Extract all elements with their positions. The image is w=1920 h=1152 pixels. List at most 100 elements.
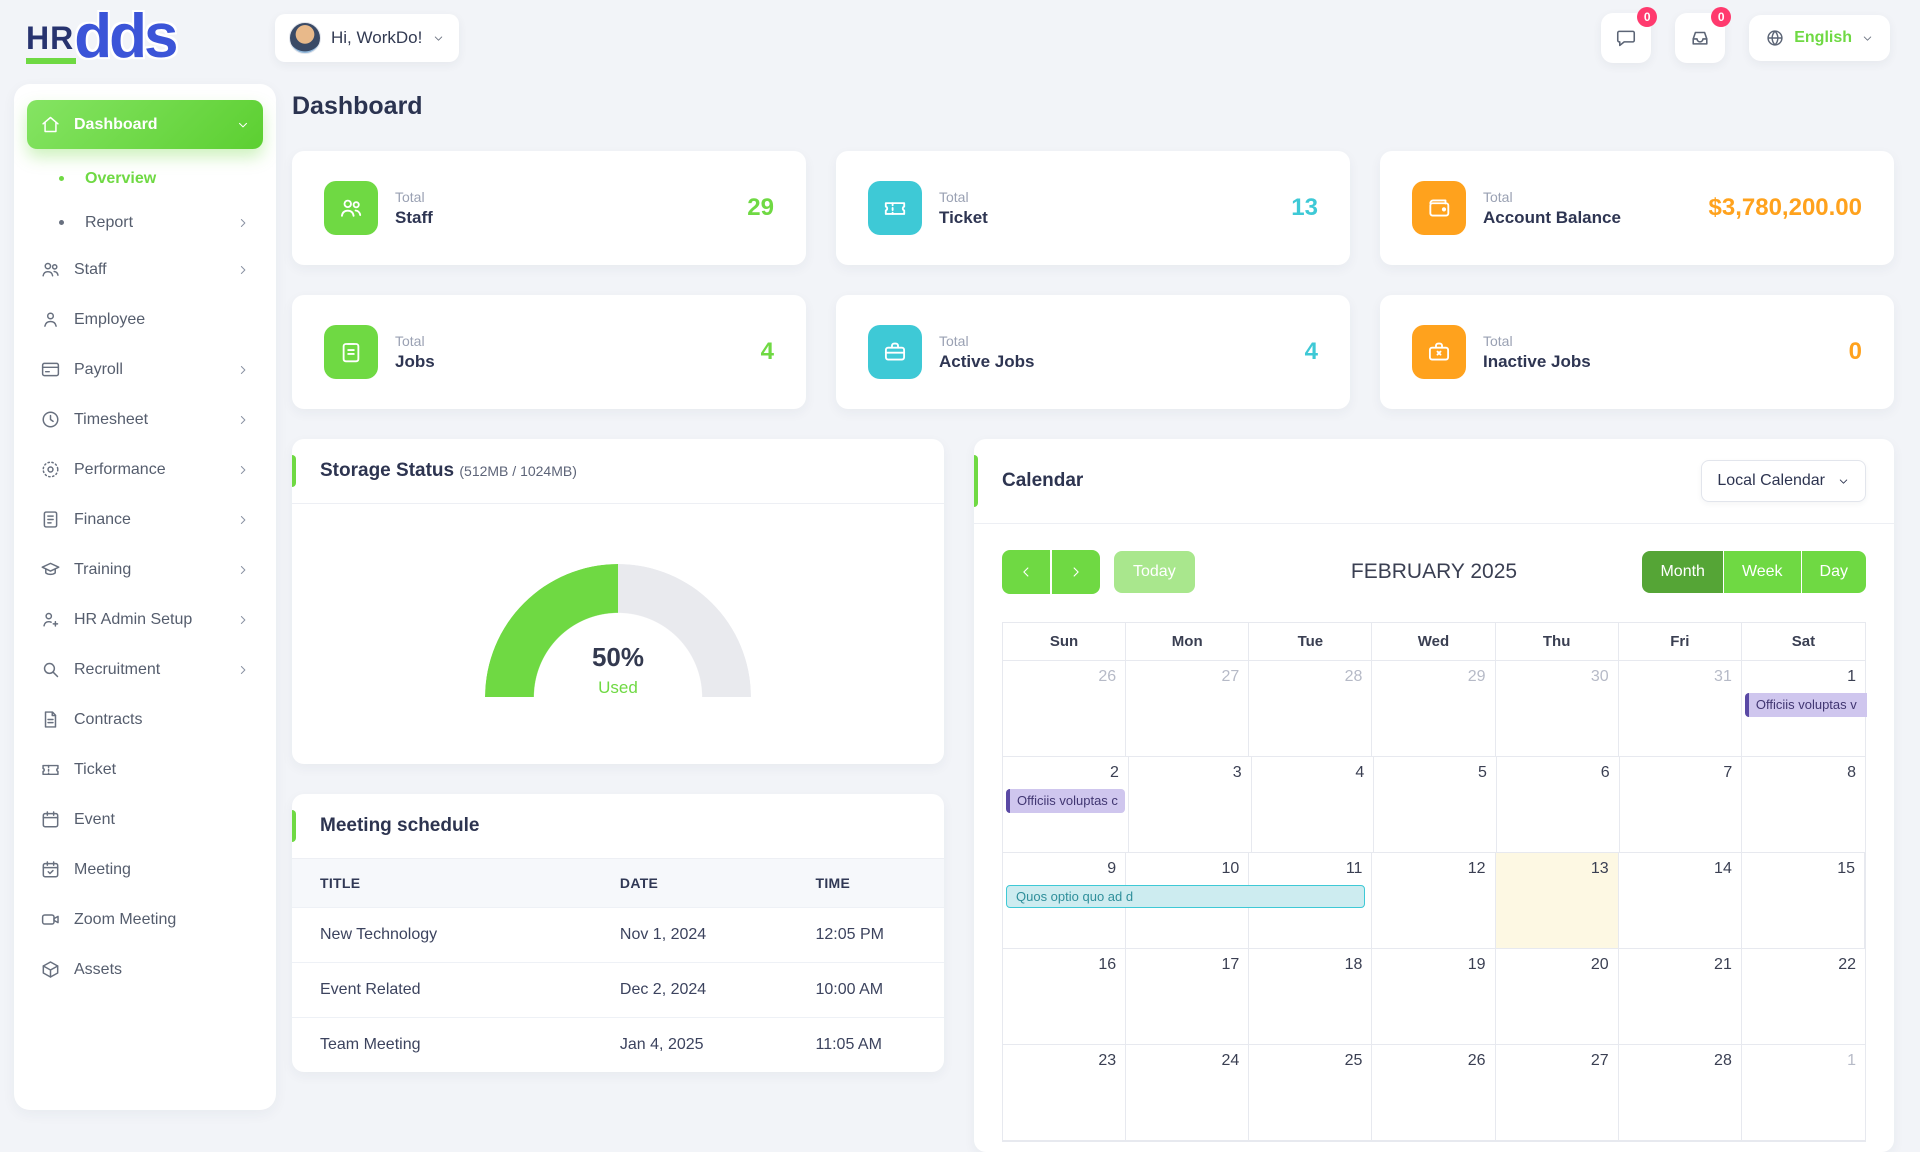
stat-prefix: Total [395, 333, 435, 349]
app-logo[interactable]: HR dds [26, 10, 251, 66]
calendar-day-cell[interactable]: 28 [1619, 1045, 1742, 1141]
calendar-day-cell[interactable]: 19 [1372, 949, 1495, 1045]
stat-value: 4 [1305, 338, 1318, 366]
calendar-view-day[interactable]: Day [1802, 551, 1866, 593]
calendar-day-cell[interactable]: 28 [1249, 661, 1372, 757]
calendar-day-cell[interactable]: 4 [1252, 757, 1375, 853]
calendar-event[interactable]: Quos optio quo ad d [1006, 885, 1365, 908]
sidebar-item-staff[interactable]: Staff [27, 245, 263, 294]
calendar-day-cell[interactable]: 6 [1497, 757, 1620, 853]
calendar-day-cell[interactable]: 12 [1372, 853, 1495, 949]
calendar-day-cell[interactable]: 22 [1742, 949, 1865, 1045]
calendar-view-week[interactable]: Week [1724, 551, 1801, 593]
sidebar-item-zoom-meeting[interactable]: Zoom Meeting [27, 895, 263, 944]
stat-value: $3,780,200.00 [1709, 194, 1862, 222]
sidebar-item-event[interactable]: Event [27, 795, 263, 844]
sidebar-item-contracts[interactable]: Contracts [27, 695, 263, 744]
calendar-prev-button[interactable] [1002, 550, 1050, 594]
meeting-schedule-title: Meeting schedule [320, 815, 479, 837]
calendar-day-cell[interactable]: 17 [1126, 949, 1249, 1045]
calendar-day-cell[interactable]: 20 [1496, 949, 1619, 1045]
calendar-date-number: 31 [1714, 668, 1732, 686]
calendar-day-cell[interactable]: 18 [1249, 949, 1372, 1045]
sidebar-item-label: Meeting [74, 861, 131, 879]
sidebar-item-employee[interactable]: Employee [27, 295, 263, 344]
sidebar-item-dashboard[interactable]: Dashboard [27, 100, 263, 149]
calendar-day-cell[interactable]: 8 [1742, 757, 1865, 853]
calendar-date-number: 9 [1107, 860, 1116, 878]
calendar-date-number: 18 [1345, 956, 1363, 974]
user-menu[interactable]: Hi, WorkDo! [275, 14, 459, 62]
calendar-day-cell[interactable]: 15 [1742, 853, 1865, 949]
calendar-date-number: 15 [1837, 860, 1855, 878]
sidebar-item-ticket[interactable]: Ticket [27, 745, 263, 794]
calendar-event[interactable]: Officiis voluptas c [1006, 789, 1125, 813]
sidebar-item-assets[interactable]: Assets [27, 945, 263, 994]
sidebar-item-timesheet[interactable]: Timesheet [27, 395, 263, 444]
chevron-down-icon [1861, 32, 1874, 45]
sidebar-item-meeting[interactable]: Meeting [27, 845, 263, 894]
calendar-date-number: 1 [1847, 668, 1856, 686]
calendar-event[interactable]: Officiis voluptas v [1745, 693, 1867, 717]
calendar-date-number: 12 [1468, 860, 1486, 878]
calendar-type-select[interactable]: Local Calendar [1701, 460, 1866, 502]
stat-prefix: Total [1483, 333, 1591, 349]
notifications-button[interactable]: 0 [1675, 13, 1725, 63]
calendar-date-number: 24 [1221, 1052, 1239, 1070]
language-selector[interactable]: English [1749, 15, 1890, 61]
calendar-day-cell[interactable]: 29 [1372, 661, 1495, 757]
sidebar-item-label: Recruitment [74, 661, 160, 679]
calendar-type-label: Local Calendar [1717, 472, 1825, 490]
sidebar-item-performance[interactable]: Performance [27, 445, 263, 494]
calendar-day-cell[interactable]: 27 [1496, 1045, 1619, 1141]
sidebar-item-overview[interactable]: Overview [27, 157, 263, 200]
finance-icon [40, 509, 61, 530]
calendar-day-cell[interactable]: 24 [1126, 1045, 1249, 1141]
calendar-today-button[interactable]: Today [1114, 551, 1195, 593]
inactive-jobs-icon [1412, 325, 1466, 379]
stat-value: 29 [747, 194, 774, 222]
calendar-day-cell[interactable]: 1 Officiis voluptas v [1742, 661, 1865, 757]
calendar-date-number: 22 [1838, 956, 1856, 974]
calendar-day-cell[interactable]: 27 [1126, 661, 1249, 757]
sidebar-item-hr-admin-setup[interactable]: HR Admin Setup [27, 595, 263, 644]
sidebar-item-payroll[interactable]: Payroll [27, 345, 263, 394]
calendar-day-cell[interactable]: 30 [1496, 661, 1619, 757]
calendar-day-cell[interactable]: 25 [1249, 1045, 1372, 1141]
calendar-day-cell[interactable]: 5 [1374, 757, 1497, 853]
sidebar-item-recruitment[interactable]: Recruitment [27, 645, 263, 694]
calendar-next-button[interactable] [1052, 550, 1100, 594]
calendar-day-cell[interactable]: 3 [1129, 757, 1252, 853]
calendar-day-cell[interactable]: 31 [1619, 661, 1742, 757]
calendar-day-cell[interactable]: 26 [1372, 1045, 1495, 1141]
calendar-day-cell[interactable]: 16 [1003, 949, 1126, 1045]
calendar-day-cell[interactable]: 13 [1496, 853, 1619, 949]
calendar-day-cell[interactable]: 21 [1619, 949, 1742, 1045]
calendar-day-cell[interactable]: 7 [1620, 757, 1743, 853]
calendar-view-month[interactable]: Month [1642, 551, 1722, 593]
logo-hr-text: HR [26, 14, 76, 64]
sidebar-item-report[interactable]: Report [27, 201, 263, 244]
messages-button[interactable]: 0 [1601, 13, 1651, 63]
sidebar-item-finance[interactable]: Finance [27, 495, 263, 544]
calendar-day-cell[interactable]: 1 [1742, 1045, 1865, 1141]
sidebar-item-training[interactable]: Training [27, 545, 263, 594]
calendar-day-cell[interactable]: 23 [1003, 1045, 1126, 1141]
calendar-day-header: Tue [1249, 623, 1372, 661]
calendar-date-number: 17 [1221, 956, 1239, 974]
calendar-day-cell[interactable]: 26 [1003, 661, 1126, 757]
calendar-day-cell[interactable]: 14 [1619, 853, 1742, 949]
active-jobs-icon [868, 325, 922, 379]
logo-dds-text: dds [74, 8, 175, 66]
